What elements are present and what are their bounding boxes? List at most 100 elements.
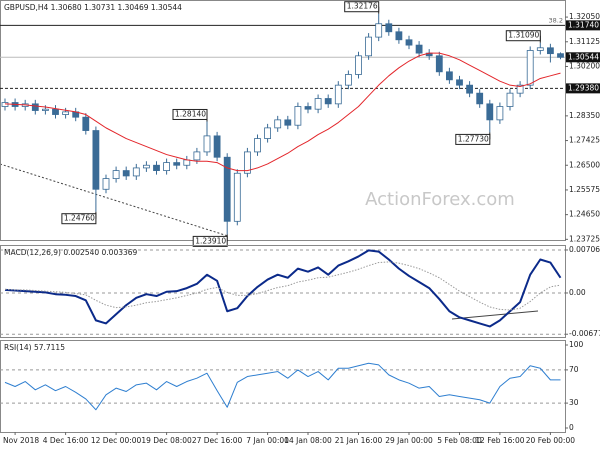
candle-body: [52, 108, 59, 115]
candle-body: [92, 130, 100, 190]
watermark: ActionForex.com: [365, 189, 515, 210]
x-tick-label: 4 Dec 16:00: [43, 436, 89, 445]
candle-body: [243, 151, 251, 174]
candle-body: [193, 151, 201, 161]
y-tick-label: 1.28350: [569, 111, 600, 120]
fib-label: 38.2: [549, 16, 563, 24]
y-tick-label: 1.30200: [569, 61, 600, 70]
candle-body: [506, 92, 514, 107]
candle-body: [304, 106, 312, 110]
indicator-line: [4, 362, 561, 411]
candle-body: [365, 36, 373, 57]
callout-box: [61, 213, 97, 225]
x-tick-label: 20 Feb 00:00: [526, 436, 575, 445]
panel-border: [0, 340, 566, 433]
x-tick-label: 27 Dec 16:00: [192, 436, 243, 445]
x-tick-label: 12 Feb 16:00: [475, 436, 524, 445]
candle-body: [31, 103, 39, 111]
callout-label: 1.28140: [175, 109, 206, 118]
panel-title: MACD(12,26,9) 0.002540 0.003369: [4, 248, 138, 257]
x-tick-label: 12 Dec 00:00: [91, 436, 142, 445]
x-tick-label: 27 Nov 2018: [0, 436, 39, 445]
candle-body: [526, 50, 534, 86]
x-tick-label: 21 Jan 16:00: [335, 436, 383, 445]
candle-body: [415, 44, 423, 54]
candle-body: [153, 164, 160, 171]
panel-title: GBPUSD,H4 1.30680 1.30731 1.30469 1.3054…: [4, 3, 182, 12]
y-tick-label: 1.25575: [569, 185, 600, 194]
y-tick-label: 1.24650: [569, 210, 600, 219]
candle-body: [163, 162, 171, 171]
y-tick-label: 0: [569, 423, 574, 432]
candle-body: [213, 135, 221, 158]
y-tick-label: 0.007063: [569, 245, 600, 254]
candle-body: [385, 23, 393, 33]
candle-body: [82, 116, 90, 131]
divergence-line: [451, 310, 539, 320]
candle-body: [466, 84, 474, 94]
candle-body: [476, 92, 484, 105]
y-tick-label: 1.32050: [569, 12, 600, 21]
candle-body: [1, 102, 9, 107]
x-tick-label: 7 Jan 00:00: [246, 436, 289, 445]
callout-box: [192, 235, 228, 247]
candle-body: [42, 108, 49, 111]
candle-body: [132, 167, 140, 177]
panel-border: [0, 245, 566, 338]
candle-body: [264, 127, 272, 139]
candle-body: [294, 106, 302, 126]
candle-body: [122, 170, 130, 177]
x-tick-label: 19 Dec 08:00: [141, 436, 192, 445]
callout-label: 1.31090: [508, 31, 539, 40]
candle-body: [223, 156, 231, 222]
callout-box: [505, 30, 541, 42]
candle-body: [274, 119, 282, 129]
candle-body: [395, 31, 403, 41]
callout-box: [172, 108, 208, 120]
level-label-box: [566, 83, 600, 94]
indicator-line: [4, 261, 561, 311]
candle-body: [344, 74, 352, 86]
y-tick-label: 100: [569, 340, 584, 349]
candle-body: [334, 84, 342, 105]
candle-body: [375, 23, 383, 38]
candle-body: [486, 103, 494, 121]
callout-box: [455, 133, 491, 145]
y-tick-label: 70: [569, 365, 579, 374]
candle-body: [112, 170, 120, 179]
candle-body: [435, 55, 443, 73]
callout-label: 1.27730: [458, 134, 489, 143]
candle-body: [536, 47, 544, 51]
level-label: 1.29380: [568, 83, 599, 92]
callout-label: 1.32176: [347, 2, 378, 11]
y-tick-label: 1.26500: [569, 160, 600, 169]
candle-body: [62, 111, 69, 115]
panel-border: [0, 0, 566, 241]
y-tick-label: 0.00: [569, 288, 586, 297]
candle-body: [314, 98, 322, 110]
callout-label: 1.23910: [195, 236, 226, 245]
moving-average: [4, 52, 561, 172]
indicator-line: [4, 249, 562, 328]
candle-body: [102, 178, 110, 190]
y-tick-label: 1.31125: [569, 37, 600, 46]
candle-body: [183, 159, 191, 166]
candle-body: [355, 55, 362, 75]
candle-body: [254, 138, 261, 153]
y-tick-label: 30: [569, 398, 579, 407]
level-label-box: [566, 20, 600, 31]
level-label: 1.30544: [568, 52, 599, 61]
candle-body: [233, 172, 241, 222]
level-label-box: [566, 52, 600, 63]
candle-body: [324, 98, 332, 105]
candle-body: [456, 79, 463, 86]
callout-label: 1.24760: [64, 214, 95, 223]
candle-body: [557, 53, 564, 58]
candle-body: [142, 164, 150, 169]
y-tick-label: 1.27425: [569, 136, 600, 145]
candle-body: [496, 106, 504, 121]
x-tick-label: 14 Jan 08:00: [284, 436, 332, 445]
panel-title: RSI(14) 57.7115: [4, 343, 65, 352]
